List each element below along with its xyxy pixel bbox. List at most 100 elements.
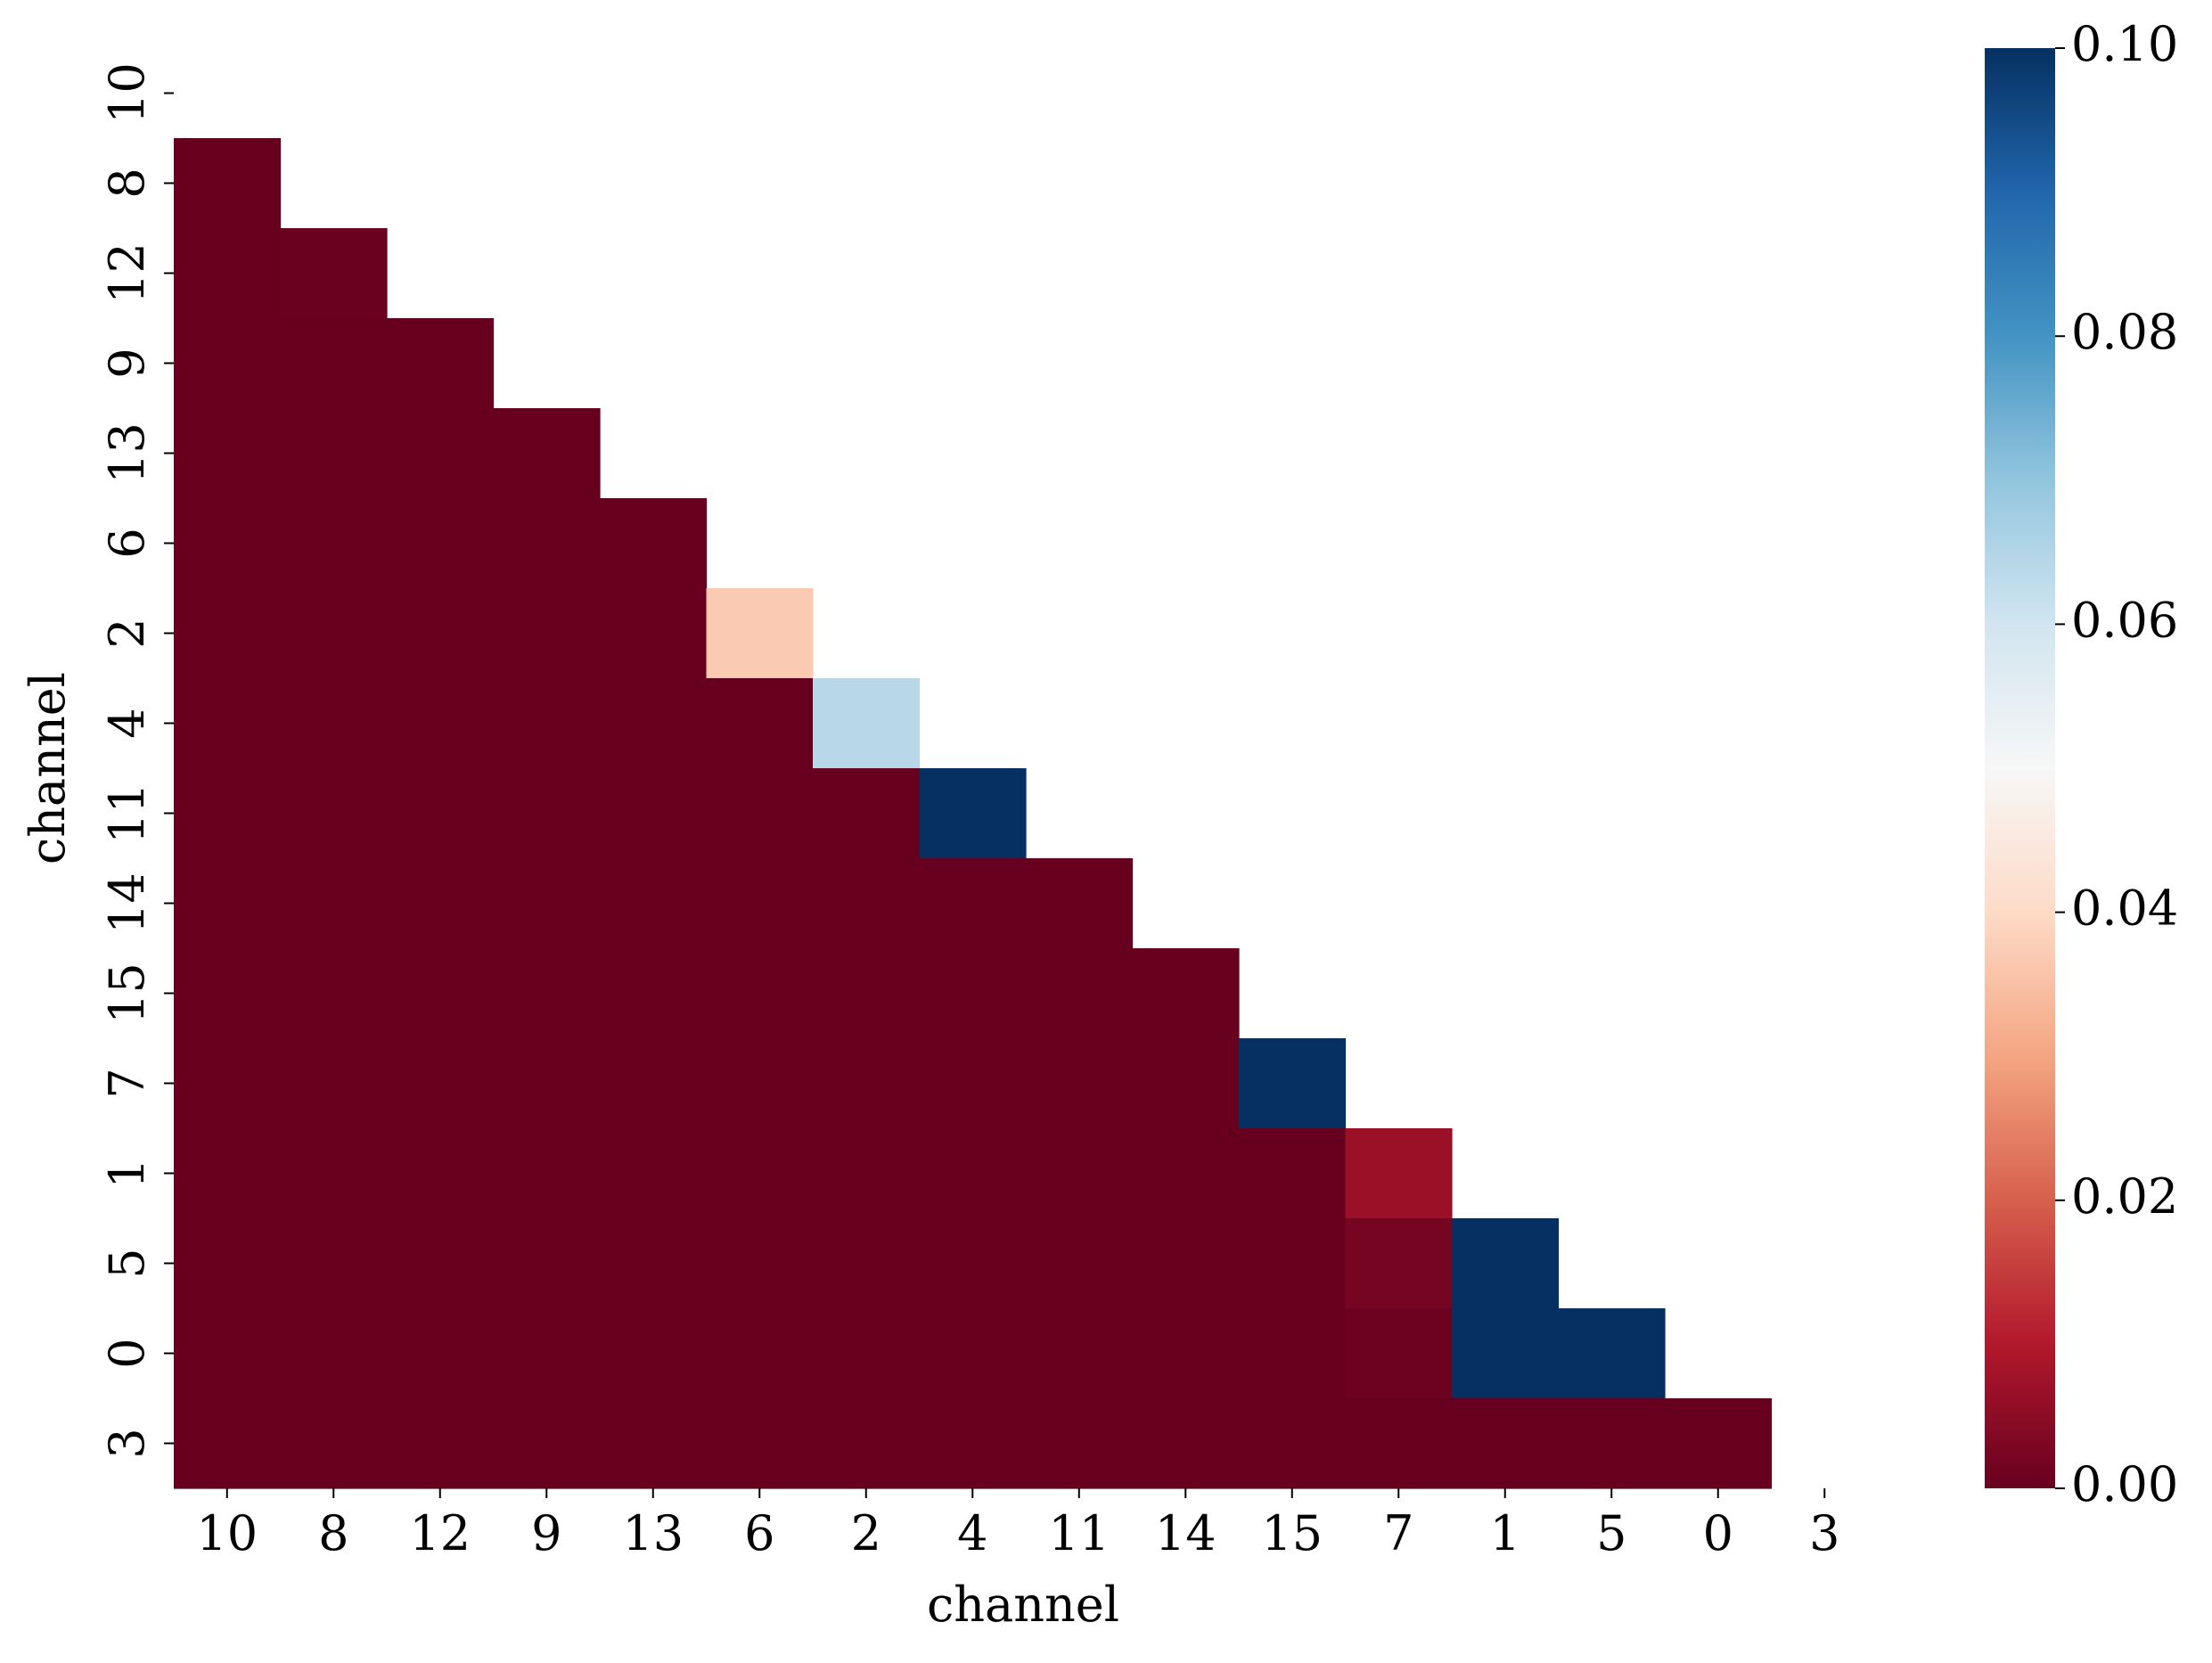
heatmap-cell [493, 1398, 601, 1489]
heatmap-cell [387, 768, 495, 859]
x-tick-label: 2 [851, 1505, 881, 1561]
heatmap-cell [280, 228, 388, 319]
heatmap-cell [387, 948, 495, 1039]
heatmap-cell [706, 1308, 814, 1399]
heatmap-cell [706, 1398, 814, 1489]
heatmap-cell [706, 1128, 814, 1219]
heatmap-cell [174, 1308, 282, 1399]
y-tick-label: 7 [99, 1068, 155, 1098]
y-tick-label: 2 [99, 618, 155, 648]
heatmap-cell [174, 228, 282, 319]
heatmap-cell [600, 1308, 708, 1399]
heatmap-cell [706, 588, 814, 679]
heatmap-cell [1026, 1308, 1134, 1399]
heatmap-cell [174, 1398, 282, 1489]
heatmap-cell [174, 588, 282, 679]
heatmap-cell [280, 588, 388, 679]
heatmap-cell [1665, 1398, 1773, 1489]
heatmap-cell [1345, 1218, 1453, 1309]
colorbar-tick-label: 0.08 [2071, 304, 2178, 360]
y-tick-label: 3 [99, 1428, 155, 1458]
heatmap-cell [493, 588, 601, 679]
heatmap-cell [387, 1128, 495, 1219]
heatmap-cell [1132, 1218, 1240, 1309]
y-tick-label: 13 [99, 422, 155, 484]
x-tick-label: 14 [1155, 1505, 1217, 1561]
x-tick-label: 7 [1383, 1505, 1413, 1561]
y-tick-label: 9 [99, 348, 155, 378]
heatmap-cell [280, 1398, 388, 1489]
x-tick-label: 5 [1596, 1505, 1626, 1561]
heatmap-cell [1239, 1398, 1347, 1489]
colorbar-tick-label: 0.06 [2071, 592, 2178, 648]
heatmap-cell [1132, 1398, 1240, 1489]
heatmap-cell [919, 1218, 1027, 1309]
heatmap-cell [600, 948, 708, 1039]
heatmap-cell [280, 498, 388, 589]
y-axis-label: channel [20, 672, 76, 864]
heatmap-cell [387, 1218, 495, 1309]
colorbar-tick-label: 0.10 [2071, 16, 2178, 72]
x-tick-label: 13 [622, 1505, 684, 1561]
heatmap-cell [706, 768, 814, 859]
y-tick-label: 6 [99, 528, 155, 558]
x-tick-label: 9 [531, 1505, 561, 1561]
heatmap-cell [280, 1128, 388, 1219]
heatmap-cell [919, 1128, 1027, 1219]
heatmap-cell [280, 678, 388, 769]
heatmap-cell [387, 588, 495, 679]
heatmap-cell [174, 498, 282, 589]
heatmap-cell [813, 1218, 921, 1309]
heatmap-cell [706, 1218, 814, 1309]
heatmap-cell [1452, 1398, 1560, 1489]
heatmap-cell [813, 1308, 921, 1399]
heatmap-cell [1345, 1308, 1453, 1399]
x-tick-label: 4 [957, 1505, 987, 1561]
heatmap-cell [280, 768, 388, 859]
heatmap-cell [1026, 1128, 1134, 1219]
heatmap-cell [280, 948, 388, 1039]
heatmap-cell [600, 678, 708, 769]
heatmap-cell [706, 1038, 814, 1129]
heatmap-cell [493, 1128, 601, 1219]
colorbar-tick-label: 0.02 [2071, 1168, 2178, 1225]
heatmap-cell [813, 948, 921, 1039]
heatmap-cell [1026, 948, 1134, 1039]
heatmap-cell [174, 318, 282, 409]
heatmap-cell [813, 1128, 921, 1219]
heatmap-cell [600, 1038, 708, 1129]
heatmap-cell [387, 858, 495, 949]
heatmap-cell [174, 678, 282, 769]
heatmap-cell [174, 408, 282, 499]
y-tick-label: 4 [99, 708, 155, 738]
heatmap-cell [600, 1218, 708, 1309]
heatmap-cell [493, 408, 601, 499]
x-tick-label: 15 [1261, 1505, 1323, 1561]
colorbar-tick-label: 0.00 [2071, 1456, 2178, 1512]
heatmap-cell [706, 948, 814, 1039]
heatmap-cell [1239, 1308, 1347, 1399]
heatmap-cell [493, 678, 601, 769]
heatmap-cell [1132, 948, 1240, 1039]
heatmap-cell [600, 858, 708, 949]
heatmap-cell [919, 1038, 1027, 1129]
y-tick-label: 14 [99, 872, 155, 934]
heatmap-cell [600, 498, 708, 589]
heatmap-cell [493, 1038, 601, 1129]
y-tick-label: 10 [99, 62, 155, 124]
heatmap-cell [600, 768, 708, 859]
heatmap-cell [1132, 1038, 1240, 1129]
heatmap-cell [919, 948, 1027, 1039]
heatmap-cell [1026, 1038, 1134, 1129]
heatmap-cell [493, 948, 601, 1039]
heatmap-cell [813, 1038, 921, 1129]
heatmap-cell [1558, 1398, 1666, 1489]
heatmap-cell [387, 498, 495, 589]
heatmap-cell [387, 318, 495, 409]
heatmap-cell [600, 1398, 708, 1489]
heatmap-cell [280, 1218, 388, 1309]
heatmap-cell [1345, 1398, 1453, 1489]
heatmap-cell [1558, 1308, 1666, 1399]
heatmap-cell [280, 408, 388, 499]
